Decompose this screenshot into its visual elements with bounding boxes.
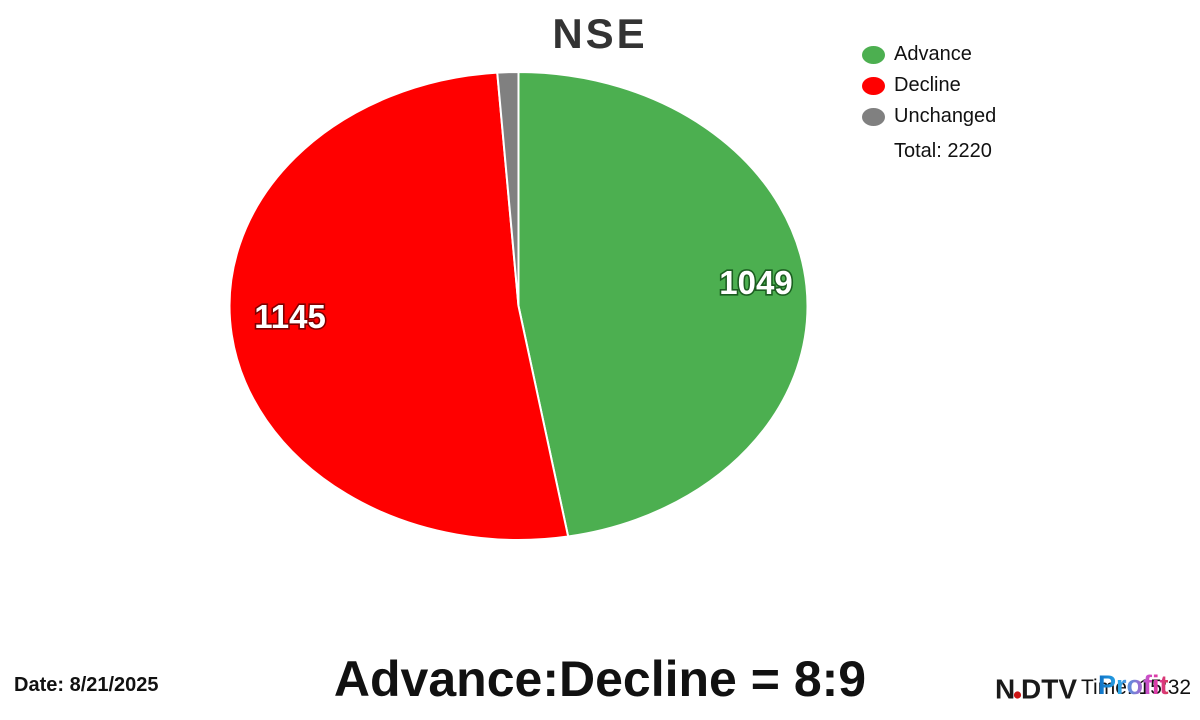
svg-text:Profit: Profit: [1098, 670, 1169, 700]
svg-text:N: N: [995, 674, 1015, 705]
svg-text:1049: 1049: [719, 264, 792, 301]
svg-text:1145: 1145: [254, 298, 326, 335]
svg-text:DTV: DTV: [1021, 674, 1077, 705]
